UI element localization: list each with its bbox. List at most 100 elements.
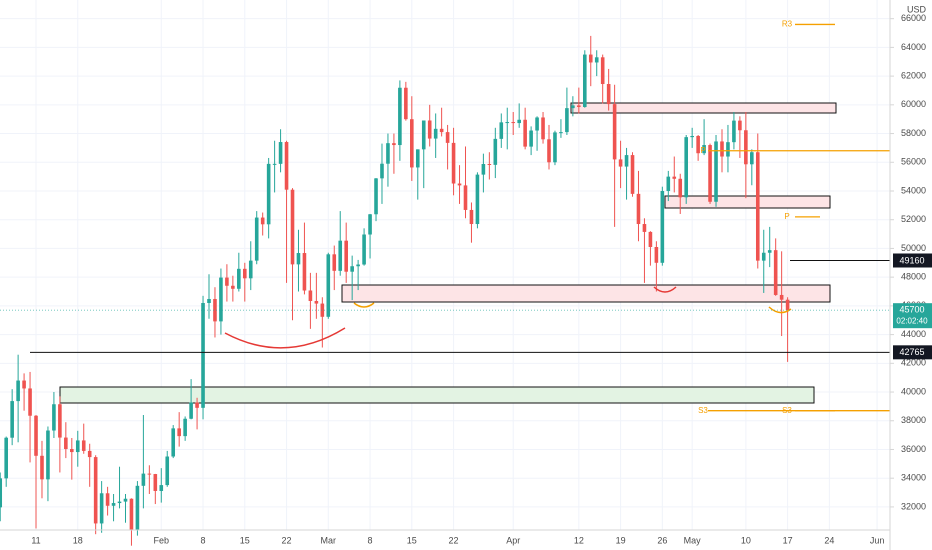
candle-body (487, 163, 492, 165)
candle-body (302, 253, 307, 291)
candle-body (284, 142, 289, 190)
candle-body (278, 142, 283, 164)
y-tick-label: 32000 (901, 501, 926, 511)
candle-body (99, 493, 104, 524)
candle-body (10, 401, 14, 438)
x-tick-label: Jun (870, 535, 885, 545)
candle-body (672, 176, 677, 179)
y-tick-label: 52000 (901, 214, 926, 224)
candle-body (70, 449, 74, 453)
x-tick-label: 19 (616, 535, 626, 545)
candle-body (535, 117, 539, 131)
candle-body (600, 57, 605, 85)
candle-body (654, 246, 659, 263)
candle-body (761, 252, 766, 261)
candle-body (642, 224, 647, 232)
candle-body (219, 277, 223, 322)
candle-body (690, 135, 694, 138)
candle-body (577, 105, 581, 107)
candle-body (123, 498, 128, 502)
candle-body (666, 176, 671, 191)
x-tick-label: 22 (282, 535, 292, 545)
candle-body (457, 183, 462, 186)
candle-body (779, 294, 784, 300)
candle-body (380, 163, 384, 179)
candle-body (755, 152, 760, 261)
candle-body (738, 120, 742, 131)
candle-body (702, 145, 706, 154)
candle-body (165, 456, 170, 486)
level-price-label: 42765 (899, 347, 924, 357)
candle-body (207, 298, 211, 304)
candle-body (523, 119, 527, 147)
y-tick-label: 66000 (901, 13, 926, 23)
candle-body (28, 388, 32, 416)
x-tick-label: 24 (824, 535, 834, 545)
candle-body (374, 178, 378, 215)
candle-body (231, 285, 235, 289)
candle-body (326, 254, 331, 317)
candle-body (0, 478, 3, 508)
candle-body (445, 132, 450, 143)
candle-body (344, 240, 348, 272)
y-tick-label: 42000 (901, 358, 926, 368)
arc (653, 286, 677, 293)
zones (59, 102, 837, 404)
price-axis (890, 0, 932, 550)
x-tick-label: 15 (240, 535, 250, 545)
y-tick-label: 64000 (901, 42, 926, 52)
last-price-box (893, 303, 932, 329)
level-price-box (893, 345, 932, 360)
candle-body (52, 404, 56, 431)
candle-body (708, 145, 712, 202)
candle-body (147, 473, 152, 475)
candle-body (618, 159, 623, 167)
candle-body (624, 155, 629, 167)
candle-body (773, 250, 778, 295)
candle-body (594, 57, 599, 63)
candle-body (40, 455, 44, 480)
x-tick-label: 26 (657, 535, 667, 545)
x-tick-label: Apr (506, 535, 520, 545)
candle-body (195, 402, 199, 408)
candle-body (410, 119, 414, 168)
candle-body (177, 428, 181, 437)
candle-body (368, 214, 372, 235)
candle-body (744, 130, 748, 165)
candle-body (547, 139, 551, 163)
candle-body (588, 54, 593, 63)
candle-body (75, 440, 80, 453)
candle-body (81, 440, 86, 451)
candle-body (171, 428, 176, 457)
candle-body (64, 437, 68, 450)
resistance-zone (664, 195, 831, 209)
candles (0, 35, 790, 546)
candle-body (493, 138, 498, 165)
candle-body (201, 303, 205, 408)
y-tick-label: 50000 (901, 243, 926, 253)
overlay: R3 P P S3 S3 (0, 20, 890, 415)
candle-body (189, 402, 193, 419)
candle-body (463, 185, 468, 210)
candle-body (93, 457, 98, 524)
axis-labels: 3200034000360003800040000420004400046000… (31, 13, 926, 545)
candle-body (427, 120, 432, 139)
candle-body (553, 132, 557, 163)
candle-body (266, 163, 271, 225)
candle-body (386, 143, 390, 164)
y-tick-label: 44000 (901, 329, 926, 339)
candle-body (499, 122, 504, 139)
candle-body (4, 437, 8, 479)
candle-body (213, 298, 217, 322)
candle-body (46, 430, 50, 480)
candle-body (362, 234, 366, 265)
candle-body (660, 190, 665, 263)
candle-body (439, 128, 444, 133)
candle-body (248, 260, 253, 279)
candle-body (260, 217, 265, 225)
candle-body (696, 135, 700, 154)
candle-body (684, 137, 688, 198)
candle-body (350, 266, 354, 272)
candle-body (338, 240, 343, 271)
